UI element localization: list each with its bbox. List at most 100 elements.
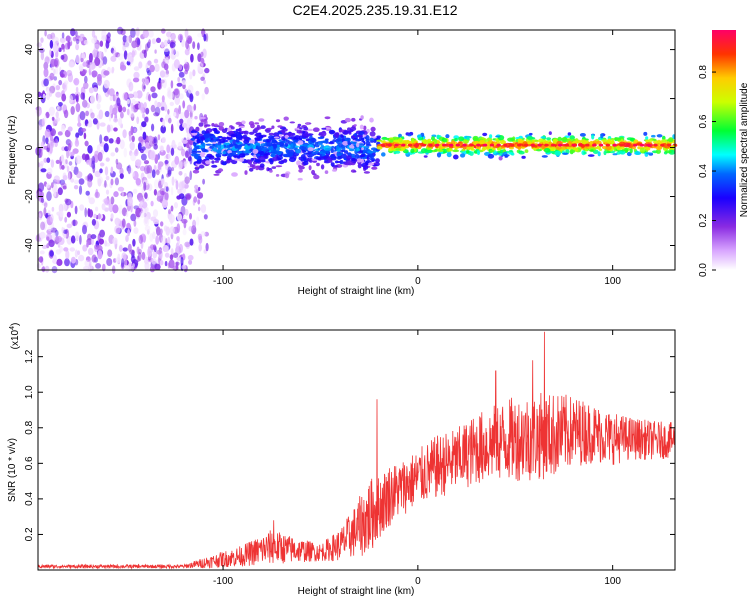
spectrogram-cell: [136, 90, 143, 99]
spectrogram-cell: [583, 151, 587, 155]
spectrogram-cell: [330, 154, 335, 159]
spectrogram-cell: [178, 181, 185, 191]
spectrogram-cell: [143, 85, 146, 90]
spectrogram-cell: [96, 93, 102, 104]
spectrogram-cell: [48, 91, 53, 97]
spectrogram-cell: [244, 150, 251, 153]
spectrogram-region: [190, 115, 382, 181]
spectrogram-cell: [166, 144, 171, 154]
spectrogram-cell: [297, 123, 302, 127]
spectrogram-cell: [101, 203, 106, 211]
spectrogram-cell: [320, 144, 324, 147]
spectrogram-cell: [165, 113, 171, 123]
spectrogram-cell: [39, 191, 45, 199]
spectrogram-cell: [345, 130, 352, 134]
spectrogram-cell: [244, 144, 248, 149]
spectrogram-cell: [97, 178, 102, 187]
colorbar-tick-label: 0.0: [698, 263, 709, 277]
spectrogram-peak-cell: [517, 143, 522, 147]
spectrogram-cell: [144, 206, 149, 214]
spectrogram-peak-cell: [428, 143, 433, 147]
spectrogram-cell: [253, 154, 257, 159]
spectrogram-cell: [88, 197, 96, 205]
spectrogram-cell: [518, 150, 523, 153]
spectrogram-cell: [278, 139, 282, 142]
spectrogram-cell: [176, 213, 183, 222]
spectrogram-cell: [40, 51, 45, 61]
spectrogram-cell: [170, 167, 175, 172]
spectrogram-cell: [655, 145, 663, 151]
spectrogram-cell: [499, 140, 506, 145]
spectrogram-cell: [91, 218, 96, 226]
spectrogram-cell: [105, 189, 110, 195]
spectrogram-cell: [66, 223, 73, 229]
spectrogram-cell: [203, 214, 208, 220]
spectrogram-cell: [318, 142, 323, 145]
spectrogram-cell: [445, 134, 450, 139]
spectrogram-cell: [367, 150, 374, 154]
spectrogram-cell: [104, 166, 109, 176]
spectrogram-y-tick-label: -40: [24, 238, 35, 253]
spectrogram-cell: [418, 137, 422, 140]
spectrogram-cell: [153, 179, 160, 189]
spectrogram-peak-cell: [469, 143, 474, 147]
spectrogram-cell: [127, 196, 133, 207]
spectrogram-cell: [170, 186, 174, 196]
spectrogram-cell: [94, 191, 100, 199]
spectrogram-cell: [205, 124, 211, 127]
spectrogram-cell: [252, 148, 259, 154]
spectrogram-cell: [65, 250, 70, 260]
spectrogram-cell: [268, 132, 274, 136]
spectrogram-cell: [161, 28, 166, 34]
spectrogram-cell: [612, 153, 618, 156]
spectrogram-cell: [260, 125, 266, 129]
snr-y-tick-label: 0.6: [24, 456, 35, 470]
spectrogram-cell: [78, 37, 84, 42]
spectrogram-peak-cell: [544, 143, 549, 147]
spectrogram-cell: [339, 159, 344, 165]
spectrogram-cell: [135, 178, 141, 186]
spectrogram-cell: [217, 168, 224, 172]
spectrogram-cell: [44, 128, 51, 138]
spectrogram-cell: [266, 127, 273, 130]
spectrogram-cell: [167, 91, 174, 100]
spectrogram-cell: [133, 227, 139, 235]
spectrogram-cell: [205, 143, 212, 146]
spectrogram-cell: [130, 213, 137, 222]
spectrogram-cell: [243, 139, 250, 145]
spectrogram-cell: [55, 111, 59, 119]
spectrogram-cell: [70, 235, 76, 244]
spectrogram-cell: [363, 146, 370, 149]
spectrogram-cell: [114, 217, 120, 226]
spectrogram-cell: [86, 175, 90, 182]
spectrogram-cell: [85, 110, 89, 117]
spectrogram-peak-cell: [455, 143, 460, 147]
spectrogram-cell: [160, 41, 165, 48]
spectrogram-cell: [127, 167, 133, 174]
spectrogram-cell: [420, 148, 428, 154]
colorbar-tick-label: 0.2: [698, 213, 709, 227]
spectrogram-cell: [521, 155, 526, 159]
spectrogram-cell: [195, 126, 200, 132]
spectrogram-cell: [194, 184, 199, 190]
spectrogram-cell: [92, 49, 97, 58]
spectrogram-cell: [103, 70, 110, 76]
spectrogram-cell: [196, 150, 202, 153]
spectrogram-cell: [141, 78, 145, 83]
spectrogram-cell: [177, 188, 182, 195]
spectrogram-cell: [202, 178, 206, 185]
spectrogram-cell: [49, 49, 52, 56]
spectrogram-peak-cell: [407, 143, 413, 147]
spectrogram-cell: [540, 136, 546, 139]
spectrogram-cell: [156, 226, 161, 236]
spectrogram-region: [376, 131, 678, 161]
spectrogram-cell: [42, 93, 46, 99]
spectrogram-cell: [151, 123, 155, 132]
spectrogram-cell: [222, 151, 226, 155]
spectrogram-cell: [198, 243, 202, 252]
spectrogram-cell: [108, 138, 114, 144]
spectrogram-cell: [79, 111, 86, 121]
spectrogram-cell: [257, 153, 261, 157]
spectrogram-cell: [39, 231, 46, 239]
spectrogram-cell: [170, 123, 174, 134]
